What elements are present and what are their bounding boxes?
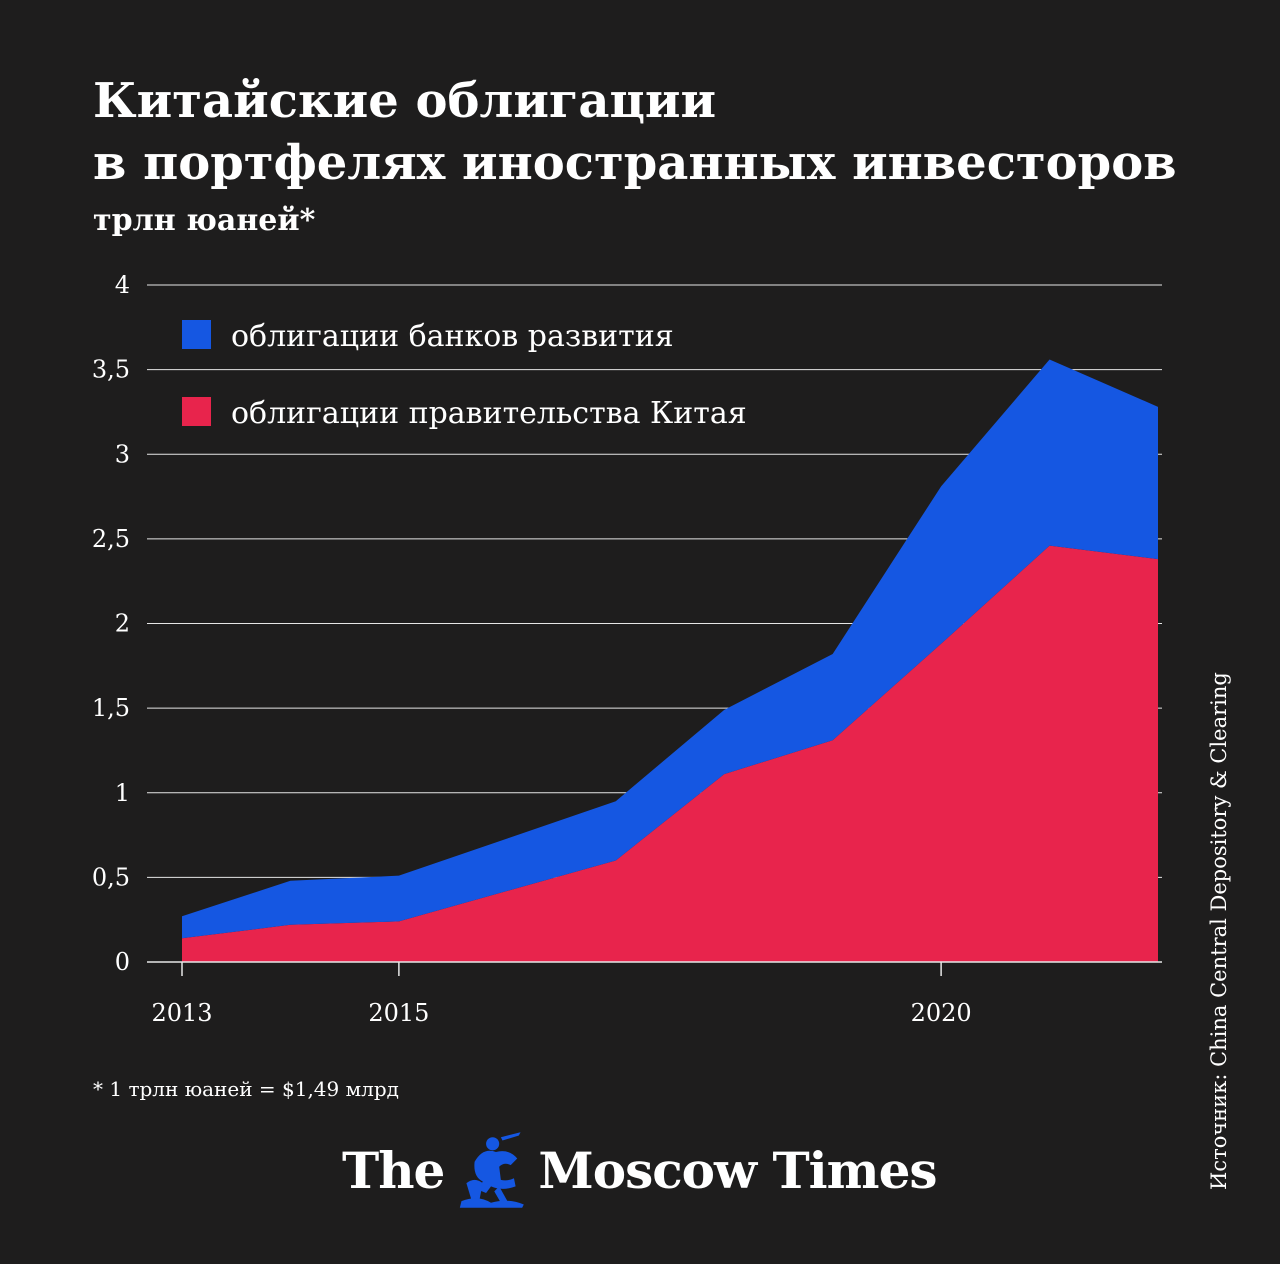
legend-swatch-government [182, 397, 211, 426]
st-george-emblem-icon [460, 1132, 525, 1208]
logo-word-moscow-times: Moscow Times [538, 1140, 937, 1200]
area-development [182, 359, 1158, 939]
title-line-2: в портфелях иностранных инвесторов [93, 135, 1177, 191]
footnote: * 1 трлн юаней = $1,49 млрд [93, 1077, 399, 1101]
chart-title: Китайские облигации в портфелях иностран… [93, 70, 1177, 194]
legend-swatch-development [182, 320, 211, 349]
brand-logo: The Moscow Times [342, 1120, 938, 1220]
legend-label-development: облигации банков развития [231, 319, 674, 354]
title-line-1: Китайские облигации [93, 73, 717, 129]
y-tick-label: 3 [115, 440, 130, 468]
source-credit: Источник: China Central Depository & Cle… [1207, 672, 1231, 1190]
legend: облигации банков развития облигации прави… [182, 319, 747, 431]
chart-areas [182, 359, 1158, 962]
x-tick-label: 2020 [911, 999, 972, 1027]
chart-subtitle: трлн юаней* [93, 203, 316, 238]
y-tick-label: 4 [115, 271, 130, 299]
x-axis-ticks: 2013 2015 2020 [151, 999, 971, 1027]
y-tick-label: 3,5 [92, 356, 130, 384]
x-axis [147, 961, 1162, 976]
legend-label-government: облигации правительства Китая [231, 396, 747, 431]
y-axis-ticks: 0 0,5 1 1,5 2 2,5 3 3,5 4 [92, 271, 130, 976]
y-tick-label: 1 [115, 779, 130, 807]
area-government [182, 545, 1158, 962]
y-tick-label: 2,5 [92, 525, 130, 553]
y-tick-label: 0 [115, 948, 130, 976]
y-tick-label: 2 [115, 610, 130, 638]
logo-word-the: The [342, 1140, 445, 1200]
y-tick-label: 1,5 [92, 694, 130, 722]
y-tick-label: 0,5 [92, 863, 130, 891]
x-tick-label: 2013 [151, 999, 212, 1027]
x-tick-label: 2015 [368, 999, 429, 1027]
